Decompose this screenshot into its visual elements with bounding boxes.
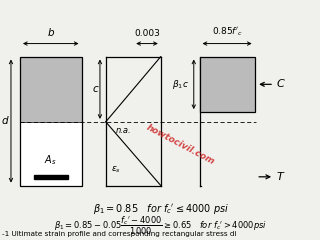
Text: c: c [92, 84, 98, 94]
Polygon shape [20, 57, 82, 122]
Text: C: C [276, 79, 284, 89]
Text: 0.003: 0.003 [134, 29, 160, 38]
Text: $\varepsilon_s$: $\varepsilon_s$ [111, 164, 121, 175]
Text: n.a.: n.a. [116, 126, 132, 135]
Text: b: b [47, 28, 54, 38]
Polygon shape [200, 57, 255, 112]
Text: $0.85f'_c$: $0.85f'_c$ [212, 25, 243, 38]
Text: T: T [276, 172, 283, 182]
Text: -1 Ultimate strain profile and corresponding rectangular stress di: -1 Ultimate strain profile and correspon… [2, 231, 237, 237]
Text: $A_s$: $A_s$ [44, 153, 57, 167]
Polygon shape [20, 122, 82, 186]
Text: $\beta_1 c$: $\beta_1 c$ [172, 78, 189, 91]
Text: $\beta_1 = 0.85 \quad \mathit{for}\ f_c{'}{\leq}4000\ \mathit{psi}$: $\beta_1 = 0.85 \quad \mathit{for}\ f_c{… [93, 202, 229, 216]
Text: howtocivil.com: howtocivil.com [144, 123, 216, 167]
Text: $\beta_1 = 0.85 - 0.05\dfrac{f_c{'}-4000}{1000}\geq 0.65\quad \mathit{for}\ f_c{: $\beta_1 = 0.85 - 0.05\dfrac{f_c{'}-4000… [54, 215, 268, 237]
Bar [34, 175, 68, 179]
Text: d: d [1, 116, 8, 126]
